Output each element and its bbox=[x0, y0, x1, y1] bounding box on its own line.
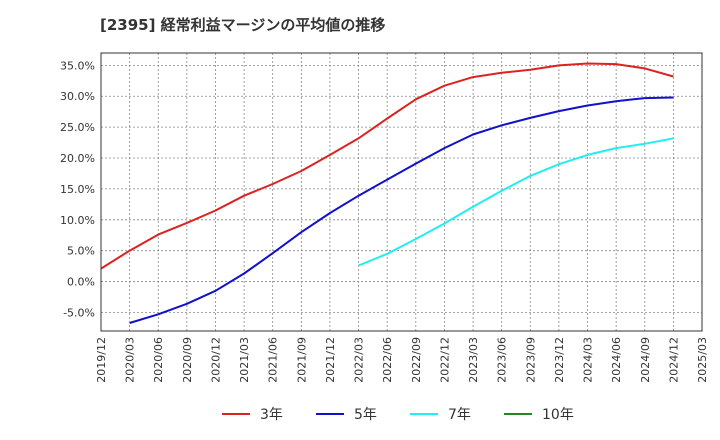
x-tick-label: 2023/03 bbox=[467, 337, 480, 383]
y-tick-label: 25.0% bbox=[60, 121, 95, 134]
series-line bbox=[129, 96, 674, 324]
y-axis-ticks: -5.0% 0.0% 5.0% 10.0% 15.0% 20.0% 25.0% 30.0% 35… bbox=[60, 59, 95, 319]
x-axis-ticks: 2019/12 2020/03 2020/06 2020/09 2020/12 2021/… bbox=[95, 337, 709, 383]
x-tick-label: 2023/06 bbox=[496, 337, 509, 383]
y-tick-label: 10.0% bbox=[60, 214, 95, 227]
x-tick-label: 2020/09 bbox=[181, 337, 194, 383]
series-line bbox=[358, 137, 674, 267]
legend-label: 10年 bbox=[542, 407, 574, 423]
x-tick-label: 2021/06 bbox=[267, 337, 280, 383]
legend-label: 7年 bbox=[448, 407, 471, 423]
x-tick-label: 2021/03 bbox=[238, 337, 251, 383]
x-tick-label: 2024/03 bbox=[582, 337, 595, 383]
plot-frame bbox=[100, 52, 703, 332]
x-tick-label: 2022/09 bbox=[410, 337, 423, 383]
legend-label: 3年 bbox=[260, 407, 283, 423]
x-tick-label: 2024/09 bbox=[639, 337, 652, 383]
y-tick-label: 5.0% bbox=[67, 245, 95, 258]
x-tick-label: 2020/03 bbox=[124, 337, 137, 383]
y-tick-label: 30.0% bbox=[60, 90, 95, 103]
x-tick-label: 2020/06 bbox=[152, 337, 165, 383]
series-lines bbox=[100, 62, 674, 324]
legend-swatch bbox=[410, 413, 438, 415]
legend-item: 7年 bbox=[410, 404, 471, 424]
chart-plot: -5.0% 0.0% 5.0% 10.0% 15.0% 20.0% 25.0% 30.0% 35… bbox=[60, 52, 709, 383]
x-tick-label: 2021/12 bbox=[324, 337, 337, 383]
x-tick-label: 2024/12 bbox=[667, 337, 680, 383]
legend: 3年 5年 7年 10年 bbox=[0, 400, 720, 430]
y-tick-label: -5.0% bbox=[63, 306, 95, 319]
x-tick-label: 2022/12 bbox=[438, 337, 451, 383]
legend-label: 5年 bbox=[354, 407, 377, 423]
x-tick-label: 2020/12 bbox=[209, 337, 222, 383]
legend-swatch bbox=[222, 413, 250, 415]
y-tick-label: 20.0% bbox=[60, 152, 95, 165]
x-tick-label: 2023/12 bbox=[553, 337, 566, 383]
x-tick-label: 2021/09 bbox=[295, 337, 308, 383]
grid-lines bbox=[100, 53, 703, 331]
legend-item: 3年 bbox=[222, 404, 283, 424]
legend-item: 10年 bbox=[504, 404, 574, 424]
legend-item: 5年 bbox=[316, 404, 377, 424]
y-tick-label: 0.0% bbox=[67, 276, 95, 289]
series-line bbox=[100, 62, 674, 270]
legend-swatch bbox=[316, 413, 344, 415]
x-tick-label: 2025/03 bbox=[696, 337, 709, 383]
x-tick-label: 2019/12 bbox=[95, 337, 108, 383]
x-tick-label: 2022/06 bbox=[381, 337, 394, 383]
x-tick-label: 2024/06 bbox=[610, 337, 623, 383]
x-tick-label: 2022/03 bbox=[353, 337, 366, 383]
y-tick-label: 35.0% bbox=[60, 59, 95, 72]
chart-title: [2395] 経常利益マージンの平均値の推移 bbox=[100, 16, 386, 34]
legend-swatch bbox=[504, 413, 532, 415]
y-tick-label: 15.0% bbox=[60, 183, 95, 196]
x-tick-label: 2023/09 bbox=[524, 337, 537, 383]
